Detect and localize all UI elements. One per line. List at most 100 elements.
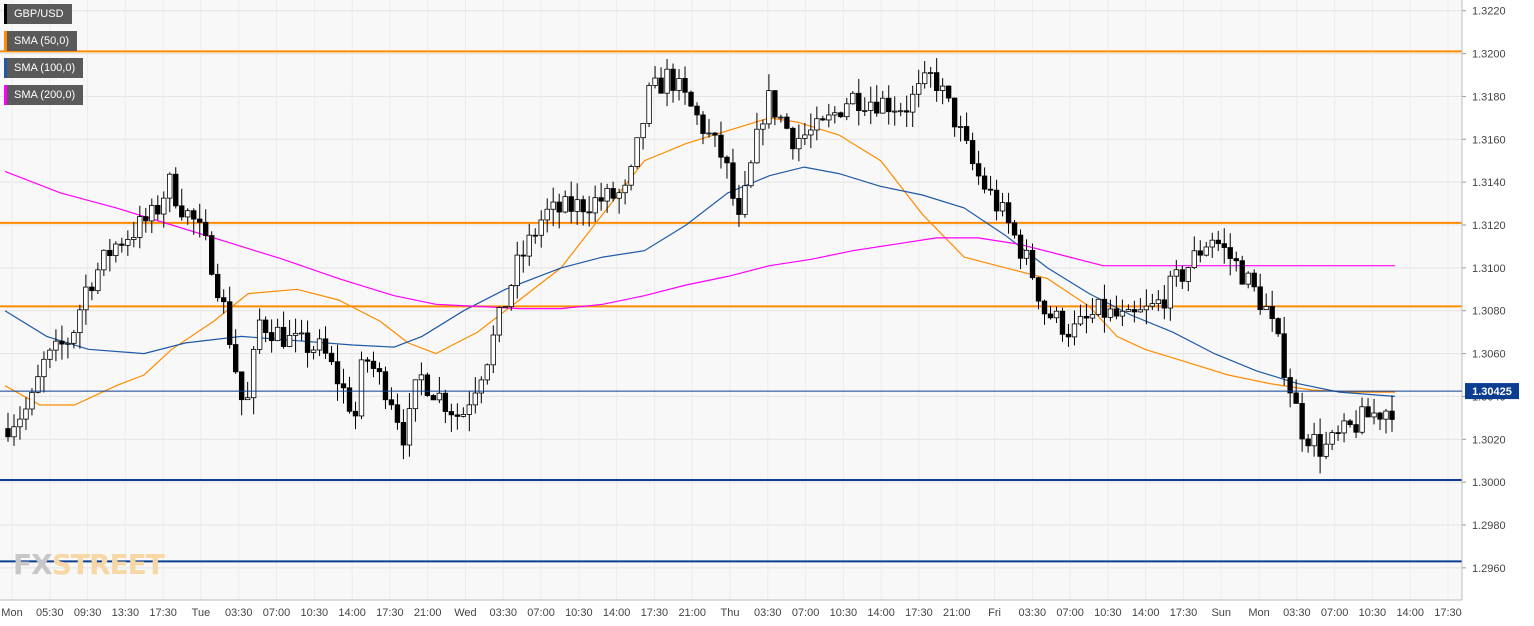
candle-bear: [1269, 306, 1275, 320]
candle-bull: [412, 379, 419, 410]
candle-bear: [238, 371, 245, 401]
candle-bear: [1365, 406, 1371, 418]
candle-bear: [1179, 269, 1185, 282]
x-tick-label: Fri: [988, 607, 1001, 619]
candle-bear: [1197, 250, 1203, 256]
candle-bear: [442, 392, 449, 412]
candle-bull: [880, 97, 886, 114]
candle-bear: [352, 410, 359, 417]
candle-bear: [1113, 308, 1120, 317]
candle-bear: [556, 201, 562, 213]
candle-bear: [143, 216, 149, 222]
candle-bear: [694, 105, 700, 116]
x-tick-label: 14:00: [338, 607, 366, 619]
x-tick-label: 14:00: [603, 607, 631, 619]
y-tick-label: 1.3060: [1472, 349, 1506, 361]
candle-bear: [89, 286, 95, 292]
x-tick-label: 17:30: [641, 607, 669, 619]
candle-bull: [244, 397, 251, 401]
y-tick-label: 1.2980: [1472, 520, 1506, 532]
candle-bear: [532, 234, 538, 237]
legend-item-gbpusd[interactable]: GBP/USD: [4, 4, 72, 24]
x-tick-label: 21:00: [678, 607, 706, 619]
candle-bear: [670, 68, 676, 91]
candle-bull: [796, 137, 802, 150]
candle-bear: [232, 344, 239, 373]
y-tick-label: 1.3100: [1472, 263, 1506, 275]
candle-bull: [862, 110, 868, 112]
last-price-label: 1.30425: [1472, 386, 1512, 398]
candle-bear: [1233, 258, 1239, 262]
candle-bear: [1005, 202, 1012, 224]
x-tick-label: 07:00: [263, 607, 291, 619]
candle-bull: [616, 192, 622, 199]
candle-bear: [718, 134, 724, 158]
candle-bull: [808, 129, 814, 136]
sma-line: [4, 117, 1395, 406]
x-tick-label: Wed: [454, 607, 476, 619]
candle-bear: [1227, 247, 1233, 259]
candle-bull: [550, 201, 556, 210]
last-price-marker: 1.30425: [0, 383, 1519, 400]
candle-bear: [370, 360, 377, 369]
candle-bull: [1071, 323, 1078, 338]
candle-bull: [316, 338, 323, 351]
candle-bear: [364, 359, 371, 362]
candle-bull: [436, 392, 443, 401]
candle-bear: [1059, 310, 1066, 335]
candle-bull: [137, 216, 143, 238]
x-tick-label: 10:30: [1094, 607, 1122, 619]
candle-bull: [1023, 249, 1030, 259]
x-tick-label: 07:00: [792, 607, 820, 619]
candle-bear: [874, 101, 880, 114]
candle-bull: [706, 132, 712, 135]
last-price-box: [1465, 383, 1519, 400]
candle-bull: [149, 204, 155, 222]
candle-bear: [736, 197, 742, 215]
candle-bull: [514, 254, 520, 286]
candle-bull: [1173, 269, 1179, 277]
x-tick-label: 13:30: [112, 607, 140, 619]
candle-bear: [304, 332, 311, 353]
candle-bull: [161, 197, 167, 215]
candle-bull: [910, 93, 916, 113]
candle-bear: [1131, 309, 1138, 313]
candle-bear: [334, 361, 341, 385]
legend-item-sma-50[interactable]: SMA (50,0): [4, 31, 78, 51]
candle-bull: [868, 101, 874, 111]
candle-bull: [760, 123, 766, 130]
x-tick-label: 09:30: [74, 607, 102, 619]
candle-bull: [640, 123, 646, 139]
y-tick-label: 1.2960: [1472, 563, 1506, 575]
x-tick-label: 10:30: [830, 607, 858, 619]
candle-bull: [35, 376, 41, 393]
candle-bear: [173, 173, 179, 207]
legend-item-sma-100[interactable]: SMA (100,0): [4, 58, 84, 78]
candle-bull: [298, 332, 305, 335]
candle-bull: [916, 83, 922, 95]
candle-bear: [1335, 432, 1341, 435]
y-tick-label: 1.3020: [1472, 434, 1506, 446]
candle-bear: [328, 352, 335, 363]
candle-bear: [1239, 260, 1245, 285]
legend-item-sma-200[interactable]: SMA (200,0): [4, 85, 84, 105]
x-tick-label: 10:30: [1359, 607, 1387, 619]
candle-bear: [1101, 298, 1108, 318]
candle-bear: [1047, 313, 1054, 319]
candle-bull: [652, 77, 658, 86]
candle-bear: [1041, 300, 1048, 315]
candle-bear: [951, 97, 958, 128]
candle-bull: [508, 285, 514, 308]
x-tick-label: 10:30: [301, 607, 329, 619]
candle-bull: [676, 78, 682, 91]
legend-label: GBP/USD: [14, 8, 64, 20]
candle-bull: [460, 414, 467, 417]
candle-bull: [167, 173, 173, 199]
candle-bull: [844, 103, 850, 118]
candle-bear: [730, 162, 736, 199]
candle-bull: [23, 408, 29, 420]
candle-bull: [83, 286, 89, 311]
candle-bear: [454, 414, 461, 417]
candle-bear: [987, 188, 994, 191]
